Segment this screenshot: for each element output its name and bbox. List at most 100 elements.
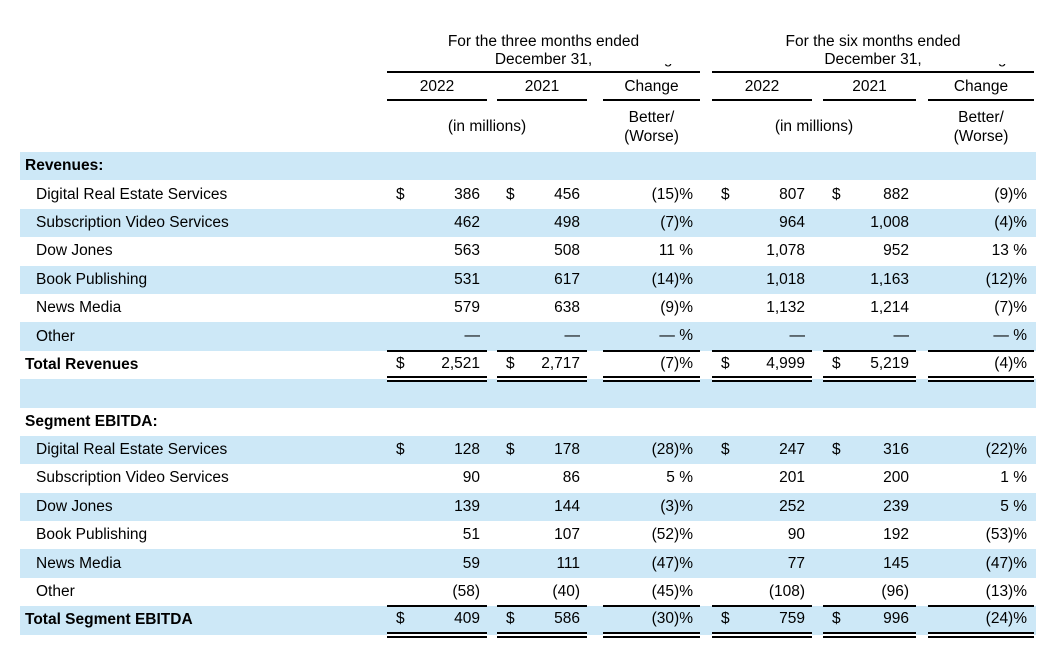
period-title-line: For the six months ended (785, 33, 961, 50)
change-cell: (47)% (985, 554, 1028, 572)
value-cell: 90 (462, 469, 480, 487)
dollar-sign (387, 266, 407, 294)
spacer-cell (587, 408, 603, 436)
year-header-row: 2022 2021 Change 2022 2021 Change (20, 72, 1036, 101)
spacer-cell (487, 549, 497, 577)
change-cell: (7)% (994, 299, 1028, 317)
dollar-sign: $ (721, 185, 730, 203)
data-row: Subscription Video Services 90 86 5 % 201 200… (20, 464, 1036, 492)
spacer-cell (700, 209, 712, 237)
change-cell: (47)% (651, 554, 693, 572)
spacer-cell (1034, 521, 1036, 549)
spacer-cell (487, 351, 497, 379)
row-label: Digital Real Estate Services (36, 185, 228, 203)
change-cell: (4)% (928, 349, 1035, 383)
dollar-sign: $ (823, 605, 843, 638)
value-cell: 77 (787, 554, 805, 572)
dollar-sign: $ (832, 441, 841, 459)
spacer-cell (812, 180, 823, 208)
spacer-cell (587, 209, 603, 237)
value-cell: — (464, 327, 481, 345)
spacer-cell (700, 521, 712, 549)
value-cell (732, 379, 812, 407)
spacer-cell (916, 408, 928, 436)
value-cell: 952 (883, 242, 909, 260)
dollar-sign: $ (506, 441, 515, 459)
data-row: News Media 579 638 (9)% 1,132 1,214 (7)% (20, 294, 1036, 322)
year-2021-header: 2021 (823, 72, 916, 101)
value-cell: 178 (554, 441, 580, 459)
spacer-cell (587, 266, 603, 294)
spacer-cell (587, 493, 603, 521)
row-label: Revenues: (25, 157, 104, 175)
spacer-cell (587, 379, 603, 407)
dollar-sign: $ (396, 441, 405, 459)
value-cell: 386 (454, 185, 480, 203)
value-cell: — (789, 327, 806, 345)
value-cell (407, 379, 487, 407)
dollar-sign: $ (832, 185, 841, 203)
dollar-sign (387, 464, 407, 492)
change-cell: (7)% (603, 349, 700, 383)
change-header: Change (603, 72, 700, 101)
spacer-cell (916, 436, 928, 464)
value-cell: (108) (768, 582, 805, 600)
spacer-cell (916, 493, 928, 521)
row-label: Subscription Video Services (36, 213, 229, 231)
value-cell: 508 (554, 242, 580, 260)
spacer-cell (487, 578, 497, 606)
spacer-cell (1034, 549, 1036, 577)
spacer-cell (487, 521, 497, 549)
value-cell: 145 (883, 554, 909, 572)
spacer-cell (1034, 493, 1036, 521)
spacer-cell (812, 294, 823, 322)
spacer-cell (487, 464, 497, 492)
value-cell (843, 408, 916, 436)
dollar-sign (712, 379, 732, 407)
spacer-cell (487, 72, 497, 100)
spacer-cell (812, 152, 823, 180)
dollar-sign (387, 237, 407, 265)
dollar-sign (823, 152, 843, 180)
spacer-cell (916, 521, 928, 549)
subheader-row: (in millions) Better/ (Worse) (in millio… (20, 100, 1036, 152)
value-cell (407, 152, 487, 180)
spacer-cell (700, 606, 712, 634)
dollar-sign (712, 521, 732, 549)
spacer-cell (487, 294, 497, 322)
spacer-cell (487, 379, 497, 407)
spacer-cell (700, 351, 712, 379)
value-cell: (96) (881, 582, 909, 600)
spacer-cell (587, 549, 603, 577)
period-title: For the three months ended December 31, (387, 33, 700, 69)
change-cell: (13)% (985, 582, 1028, 600)
dollar-sign: $ (506, 185, 515, 203)
value-cell: 59 (462, 554, 480, 572)
value-cell: 1,078 (766, 242, 805, 260)
spacer-cell (916, 351, 928, 379)
spacer-cell (916, 152, 928, 180)
spacer-cell (812, 549, 823, 577)
value-cell: 201 (779, 469, 805, 487)
clipped-text-artifact: Change (622, 64, 686, 69)
dollar-sign (387, 521, 407, 549)
change-cell: (14)% (651, 270, 693, 288)
dollar-sign (712, 322, 732, 350)
spacer-cell (700, 100, 712, 152)
dollar-sign (497, 152, 517, 180)
value-cell (732, 408, 812, 436)
data-row: Dow Jones 139 144 (3)% 252 239 5 % (20, 492, 1037, 522)
value-cell: 1,008 (870, 213, 909, 231)
spacer-cell (587, 180, 603, 208)
dollar-sign (712, 209, 732, 237)
spacer-cell (812, 493, 823, 521)
spacer-cell (812, 266, 823, 294)
dollar-sign (823, 408, 843, 436)
dollar-sign (387, 549, 407, 577)
data-row: News Media 59 111 (47)% 77 145 (47)% (20, 549, 1037, 578)
spacer-cell (1034, 578, 1036, 606)
spacer-cell (487, 209, 497, 237)
spacer-cell (700, 72, 712, 100)
period-title-line: December 31, (494, 51, 593, 68)
change-cell: (9)% (994, 185, 1028, 203)
